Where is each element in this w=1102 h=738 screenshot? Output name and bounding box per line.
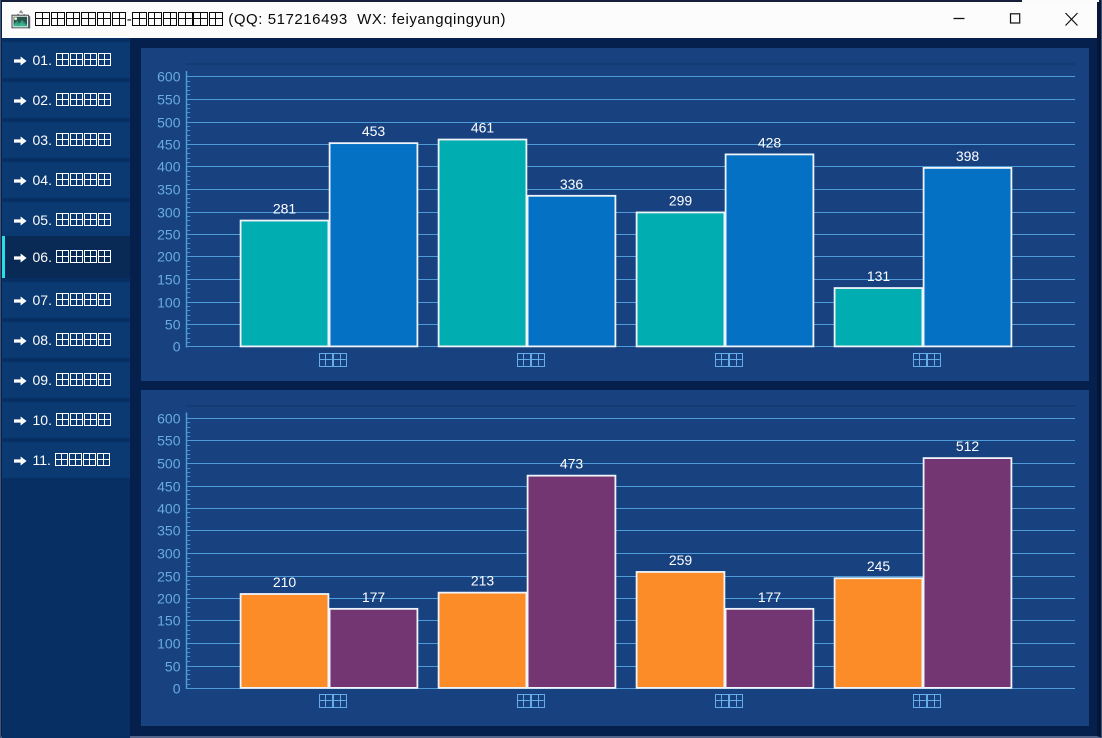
svg-text:350: 350 bbox=[157, 182, 181, 198]
svg-text:213: 213 bbox=[471, 573, 495, 589]
svg-text:250: 250 bbox=[157, 569, 181, 585]
svg-text:450: 450 bbox=[157, 137, 181, 153]
svg-text:398: 398 bbox=[956, 148, 980, 164]
svg-text:150: 150 bbox=[157, 272, 181, 288]
svg-text:245: 245 bbox=[867, 558, 891, 574]
svg-text:450: 450 bbox=[157, 479, 181, 495]
svg-text:550: 550 bbox=[157, 433, 181, 449]
svg-text:100: 100 bbox=[157, 636, 181, 652]
svg-text:600: 600 bbox=[157, 411, 181, 427]
svg-text:200: 200 bbox=[157, 249, 181, 265]
svg-text:0: 0 bbox=[173, 681, 181, 697]
svg-text:131: 131 bbox=[867, 268, 891, 284]
svg-text:428: 428 bbox=[758, 134, 782, 150]
svg-text:200: 200 bbox=[157, 591, 181, 607]
svg-text:400: 400 bbox=[157, 501, 181, 517]
svg-text:50: 50 bbox=[165, 659, 181, 675]
svg-text:461: 461 bbox=[471, 120, 495, 136]
svg-text:281: 281 bbox=[273, 201, 297, 217]
svg-text:177: 177 bbox=[758, 589, 782, 605]
svg-text:50: 50 bbox=[165, 317, 181, 333]
svg-text:500: 500 bbox=[157, 456, 181, 472]
svg-text:400: 400 bbox=[157, 159, 181, 175]
svg-text:299: 299 bbox=[669, 192, 693, 208]
svg-text:100: 100 bbox=[157, 295, 181, 311]
svg-text:600: 600 bbox=[157, 69, 181, 85]
svg-text:473: 473 bbox=[560, 456, 584, 472]
svg-text:150: 150 bbox=[157, 613, 181, 629]
svg-text:300: 300 bbox=[157, 205, 181, 221]
svg-text:336: 336 bbox=[560, 176, 584, 192]
svg-text:512: 512 bbox=[956, 438, 980, 454]
svg-text:453: 453 bbox=[362, 123, 386, 139]
svg-text:250: 250 bbox=[157, 227, 181, 243]
svg-text:210: 210 bbox=[273, 574, 297, 590]
svg-text:0: 0 bbox=[173, 339, 181, 355]
svg-text:177: 177 bbox=[362, 589, 386, 605]
svg-text:500: 500 bbox=[157, 115, 181, 131]
svg-text:550: 550 bbox=[157, 92, 181, 108]
svg-text:300: 300 bbox=[157, 546, 181, 562]
svg-text:259: 259 bbox=[669, 552, 693, 568]
svg-text:350: 350 bbox=[157, 523, 181, 539]
